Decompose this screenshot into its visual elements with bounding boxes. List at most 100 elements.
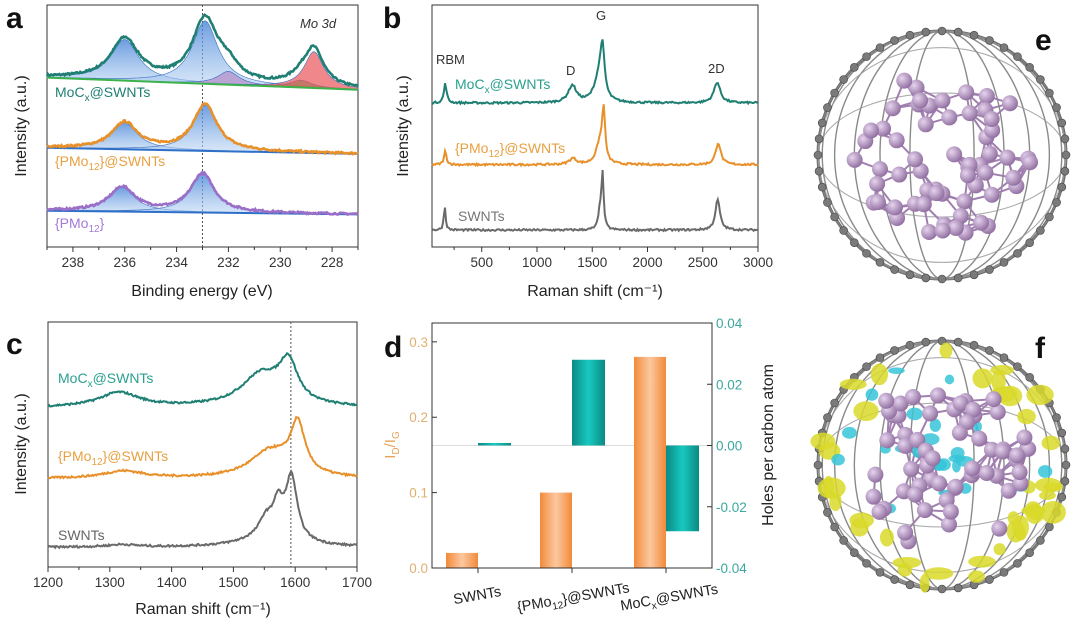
spectrum-line [47, 469, 358, 550]
carbon-atom [969, 340, 979, 350]
mo-atom [871, 161, 888, 178]
y-tick-label-left: 0.0 [409, 561, 428, 576]
carbon-atom [937, 274, 947, 284]
isosurface-cyan [1037, 465, 1053, 478]
carbon-atom [1025, 63, 1034, 72]
mo-atom [991, 520, 1008, 537]
panel-label-f: f [1035, 332, 1046, 365]
mo-atom [846, 151, 863, 168]
isosurface-cyan [944, 374, 955, 385]
carbon-atom [921, 337, 931, 347]
carbon-atom [813, 460, 823, 470]
mo-atom [1022, 154, 1039, 171]
x-tick-label: 500 [470, 255, 493, 270]
carbon-atom [1057, 118, 1067, 128]
panel-b: b 500 1000 1500 2000 2500 3000 RBM D G 2D MoC… [383, 2, 773, 300]
x-tick-label: 232 [217, 255, 240, 270]
carbon-atom [905, 30, 915, 40]
carbon-atom [905, 340, 915, 350]
bar-id-ig [540, 492, 572, 568]
carbon-atom [985, 346, 994, 355]
isosurface-cyan [865, 388, 879, 401]
series-label: MoCx@SWNTs [58, 370, 153, 390]
isosurface-yellow [1041, 435, 1061, 451]
carbon-atom [890, 346, 899, 355]
mo-atom [961, 105, 978, 122]
x-tick-label: 1500 [577, 255, 607, 270]
series-label: MoCx@SWNTs [455, 76, 550, 96]
carbon-atom [1013, 52, 1022, 61]
mo-atom [897, 437, 914, 454]
mo-atom [896, 72, 913, 89]
isosurface-yellow [1017, 408, 1036, 425]
carbon-atom [1045, 522, 1054, 532]
mo-atom [869, 194, 886, 211]
mo-atom [958, 84, 975, 101]
carbon-atom [830, 88, 839, 98]
mo-atom [964, 460, 981, 477]
carbon-atom [862, 52, 871, 61]
mo-atom [1009, 447, 1026, 464]
isosurface-cyan [842, 426, 857, 439]
carbon-atom [1061, 150, 1071, 160]
series-label: MoCx@SWNTs [55, 84, 150, 104]
category-label: {PMo12}@SWNTs [516, 580, 631, 618]
isosurface-yellow [839, 378, 867, 390]
carbon-atom [969, 30, 979, 40]
carbon-atom [823, 508, 832, 517]
mo-atom [904, 388, 921, 405]
carbon-atom [999, 353, 1009, 362]
carbon-atom [921, 27, 931, 37]
background-line [46, 146, 359, 155]
carbon-atom [1045, 88, 1054, 98]
isosurface-yellow [968, 555, 996, 568]
spectrum-line [47, 415, 358, 480]
isosurface-cyan [831, 453, 845, 466]
plot-area-a: 238 236 234 232 230 228 [45, 5, 359, 270]
carbon-atom [1057, 428, 1067, 438]
panel-a: a 238 236 234 232 230 228 Mo 3d MoCx@SWNTs {P… [6, 2, 359, 300]
isosurface-cyan [952, 459, 961, 473]
carbon-atom [839, 536, 848, 545]
carbon-atom [985, 36, 994, 45]
carbon-atom [1025, 548, 1034, 557]
panel-label-a: a [6, 2, 23, 35]
isosurface-yellow [1043, 482, 1063, 492]
bar-holes-per-carbon [478, 442, 511, 446]
panel-c: c 1200 1300 1400 1500 1600 1700 MoCx@SWNTs {P… [6, 321, 372, 618]
carbon-atom [823, 198, 832, 207]
carbon-atom [890, 36, 899, 45]
mo-atom [907, 486, 924, 503]
carbon-atom [999, 258, 1009, 267]
isosurface-yellow [939, 342, 953, 359]
carbon-atom [823, 103, 832, 112]
mo-atom [934, 92, 951, 109]
isosurface-cyan [906, 407, 923, 421]
plot-frame-d [431, 322, 713, 569]
carbon-atom [823, 413, 832, 422]
carbon-atom [1060, 476, 1070, 486]
cage-bond-ring [833, 30, 1051, 280]
x-axis-label-b: Raman shift (cm⁻¹) [527, 283, 663, 300]
spectrum-line [47, 352, 358, 408]
isosurface-cyan [948, 454, 966, 463]
mo-atom [1000, 482, 1017, 499]
mo-atom [984, 122, 1001, 139]
carbon-atom [1025, 238, 1034, 247]
annotation-d: D [566, 63, 575, 78]
x-axis-label-c: Raman shift (cm⁻¹) [135, 601, 271, 618]
carbon-atom [875, 568, 885, 577]
mo-atom [978, 465, 995, 482]
carbon-atom [1013, 249, 1022, 258]
mo-atom [891, 166, 908, 183]
isosurface-yellow [968, 570, 985, 583]
mo-atom [897, 524, 914, 541]
mo-atom [942, 503, 959, 520]
mo-atom [994, 443, 1011, 460]
mo-atom [917, 116, 934, 133]
y-tick-label-right: 0.04 [716, 316, 743, 331]
isosurface-yellow [1026, 384, 1054, 405]
x-tick-label: 1600 [280, 575, 310, 590]
carbon-atom [1025, 373, 1034, 382]
